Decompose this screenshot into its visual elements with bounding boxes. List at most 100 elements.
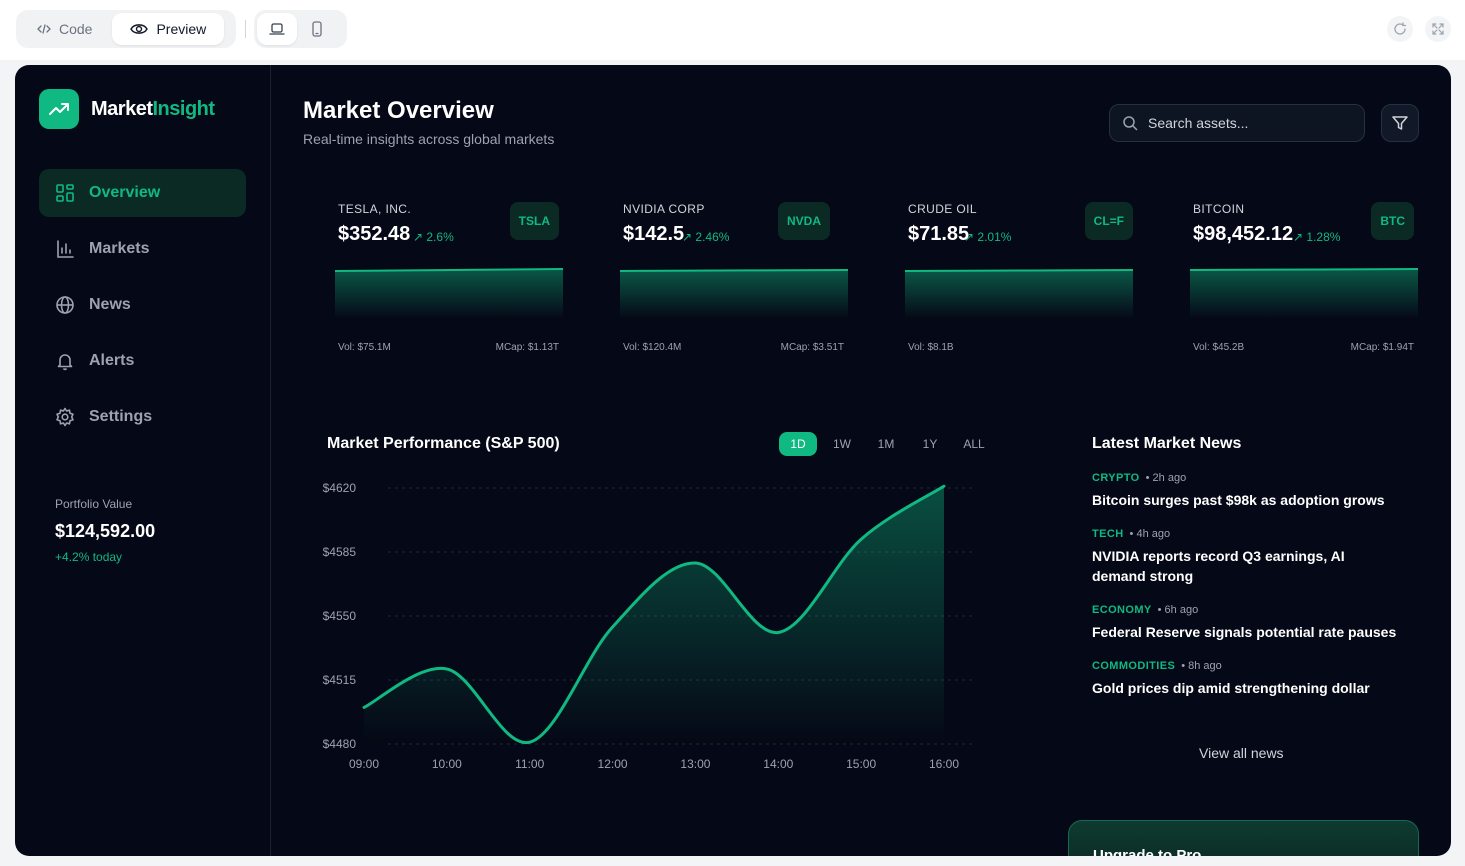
asset-mcap: MCap: $1.94T	[1350, 342, 1414, 353]
view-all-news-link[interactable]: View all news	[1199, 745, 1284, 761]
asset-card-tsla[interactable]: TESLA, INC. $352.48 ↗ 2.6% TSLA Vol: $75…	[320, 183, 565, 363]
brand-suffix: Insight	[152, 97, 215, 120]
asset-change-value: 2.46%	[695, 230, 730, 244]
x-tick-label: 15:00	[846, 757, 876, 771]
bell-icon	[57, 354, 73, 371]
device-toggle	[254, 10, 347, 48]
news-category: TECH	[1092, 528, 1124, 540]
sidebar-item-overview[interactable]: Overview	[39, 169, 246, 217]
portfolio-label: Portfolio Value	[55, 497, 133, 511]
asset-volume: Vol: $75.1M	[338, 342, 391, 353]
sidebar-item-settings[interactable]: Settings	[39, 393, 246, 441]
asset-card-btc[interactable]: BITCOIN $98,452.12 ↗ 1.28% BTC Vol: $45.…	[1175, 183, 1420, 363]
news-time: • 8h ago	[1181, 660, 1222, 672]
sidebar-item-label: Overview	[89, 184, 161, 201]
ticker-badge: CL=F	[1084, 202, 1133, 240]
news-headline: Bitcoin surges past $98k as adoption gro…	[1092, 492, 1385, 508]
preview-tab-label: Preview	[156, 21, 207, 37]
series-area	[364, 486, 944, 744]
asset-change: ↗ 2.46%	[682, 230, 730, 244]
refresh-icon	[1394, 22, 1407, 35]
asset-card-nvda[interactable]: NVIDIA CORP $142.5 ↗ 2.46% NVDA Vol: $12…	[605, 183, 850, 363]
asset-price: $352.48	[338, 223, 411, 245]
portfolio-summary: Portfolio Value $124,592.00 +4.2% today	[55, 497, 155, 564]
asset-mcap: MCap: $3.51T	[780, 342, 844, 353]
expand-icon	[1432, 23, 1444, 35]
logo-mark	[39, 89, 79, 129]
filter-button[interactable]	[1381, 104, 1419, 142]
news-item[interactable]: ECONOMY • 6h ago Federal Reserve signals…	[1092, 604, 1402, 642]
asset-change-value: 1.28%	[1306, 230, 1341, 244]
asset-volume: Vol: $45.2B	[1193, 342, 1245, 353]
code-tab[interactable]: Code	[19, 13, 110, 45]
range-1y-button[interactable]: 1Y	[922, 437, 938, 451]
toolbar-actions	[1387, 16, 1451, 42]
news-item[interactable]: COMMODITIES • 8h ago Gold prices dip ami…	[1092, 660, 1402, 698]
sidebar-item-markets[interactable]: Markets	[39, 225, 246, 273]
main-content: Market Overview Real-time insights acros…	[272, 65, 1451, 856]
news-title: Latest Market News	[1092, 435, 1242, 452]
asset-name: NVIDIA CORP	[623, 202, 705, 216]
sparkline	[620, 269, 848, 319]
mobile-view-button[interactable]	[299, 13, 335, 45]
portfolio-change: +4.2% today	[55, 550, 123, 564]
news-meta: TECH • 4h ago	[1092, 528, 1402, 540]
ticker-badge: NVDA	[777, 202, 830, 240]
y-tick-label: $4480	[323, 737, 357, 751]
page-subtitle: Real-time insights across global markets	[303, 131, 555, 147]
range-1m-button[interactable]: 1M	[877, 437, 895, 451]
range-1w-button[interactable]: 1W	[833, 437, 851, 451]
laptop-icon	[269, 23, 285, 35]
eye-icon	[130, 24, 149, 34]
code-tab-label: Code	[59, 21, 93, 37]
x-tick-label: 11:00	[515, 757, 544, 771]
page-title: Market Overview	[303, 97, 494, 124]
news-item[interactable]: CRYPTO • 2h ago Bitcoin surges past $98k…	[1092, 472, 1402, 510]
asset-price: $98,452.12	[1193, 223, 1294, 245]
sidebar-item-label: Markets	[89, 240, 150, 257]
asset-mcap: MCap: $1.13T	[495, 342, 559, 353]
portfolio-value: $124,592.00	[55, 521, 156, 541]
toolbar-divider	[245, 20, 246, 38]
trending-up-icon	[49, 103, 69, 115]
phone-icon	[312, 21, 322, 37]
news-item[interactable]: TECH • 4h ago NVIDIA reports record Q3 e…	[1092, 528, 1402, 586]
brand-prefix: Market	[91, 97, 153, 120]
gear-icon	[56, 407, 74, 427]
x-tick-label: 09:00	[349, 757, 379, 771]
brand-name: MarketInsight	[91, 98, 215, 121]
sidebar-item-news[interactable]: News	[39, 281, 246, 329]
search-icon	[1123, 116, 1138, 131]
range-1d-button[interactable]: 1D	[779, 432, 817, 456]
news-list: CRYPTO • 2h ago Bitcoin surges past $98k…	[1092, 472, 1402, 716]
asset-change-value: 2.01%	[977, 230, 1012, 244]
sidebar: MarketInsight Overview Markets News Aler…	[15, 65, 271, 856]
search-input[interactable]	[1148, 115, 1338, 131]
sidebar-item-label: Settings	[89, 408, 153, 425]
y-tick-label: $4620	[323, 481, 357, 495]
refresh-button[interactable]	[1387, 16, 1413, 42]
news-meta: ECONOMY • 6h ago	[1092, 604, 1402, 616]
asset-name: TESLA, INC.	[338, 202, 412, 216]
fullscreen-button[interactable]	[1425, 16, 1451, 42]
y-tick-label: $4585	[323, 545, 357, 559]
brand-logo[interactable]: MarketInsight	[39, 89, 215, 129]
ticker-badge: BTC	[1371, 202, 1414, 240]
preview-toolbar: Code Preview	[0, 0, 1465, 60]
asset-name: CRUDE OIL	[908, 202, 977, 216]
news-category: CRYPTO	[1092, 472, 1140, 484]
asset-change: ↗ 2.6%	[413, 230, 454, 244]
time-range-selector: 1D 1W 1M 1Y ALL	[779, 432, 993, 456]
app-window: MarketInsight Overview Markets News Aler…	[15, 65, 1451, 856]
range-all-button[interactable]: ALL	[963, 437, 985, 451]
grid-icon	[56, 184, 74, 202]
asset-change-value: 2.6%	[426, 230, 454, 244]
desktop-view-button[interactable]	[257, 13, 297, 45]
sidebar-item-alerts[interactable]: Alerts	[39, 337, 246, 385]
asset-card-crude-oil[interactable]: CRUDE OIL $71.85 ↗ 2.01% CL=F Vol: $8.1B	[890, 183, 1135, 363]
sidebar-item-label: Alerts	[89, 352, 135, 369]
x-tick-label: 12:00	[598, 757, 628, 771]
preview-tab[interactable]: Preview	[112, 13, 225, 45]
upgrade-card[interactable]: Upgrade to Pro	[1068, 820, 1419, 856]
ticker-badge: TSLA	[509, 202, 559, 240]
